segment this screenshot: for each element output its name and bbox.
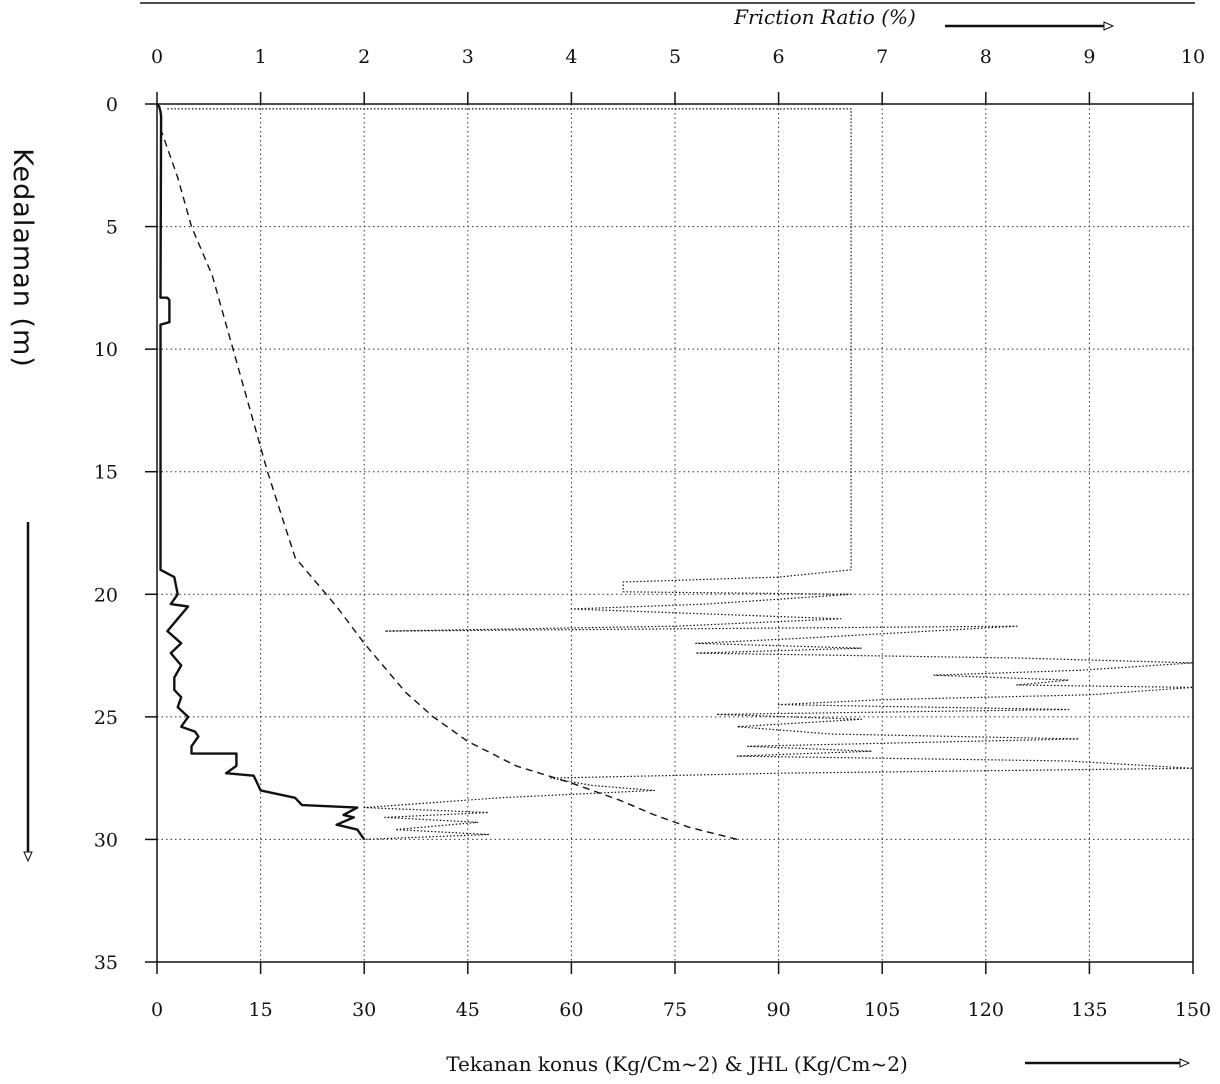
dotted-series-line [167, 108, 1194, 840]
depth-axis-ticks: 0 5 10 15 20 25 30 35 [94, 94, 157, 974]
depth-tick-label: 20 [94, 584, 118, 606]
top-tick-label: 0 [151, 46, 163, 68]
y-axis-title: Kedalaman (m) [7, 148, 38, 368]
series-group [156, 103, 1194, 841]
top-tick-label: 6 [773, 46, 785, 68]
depth-tick-label: 35 [94, 952, 118, 974]
depth-tick-label: 25 [94, 707, 118, 729]
bottom-tick-label: 15 [249, 999, 273, 1021]
bottom-tick-label: 120 [968, 999, 1004, 1021]
top-tick-label: 5 [669, 46, 681, 68]
solid-series-line [156, 103, 366, 841]
bottom-tick-label: 45 [456, 999, 480, 1021]
top-tick-label: 1 [255, 46, 267, 68]
bottom-tick-label: 105 [864, 999, 900, 1021]
bottom-axis-ticks: 0 15 30 45 60 75 90 105 120 135 150 [151, 962, 1211, 1021]
bottom-tick-label: 75 [663, 999, 687, 1021]
bottom-tick-label: 135 [1071, 999, 1107, 1021]
y-axis-arrow-head [23, 851, 33, 863]
dashed-series-line [159, 128, 738, 841]
bottom-axis-title: Tekanan konus (Kg/Cm~2) & JHL (Kg/Cm~2) [446, 1052, 908, 1076]
bottom-axis-arrow-head [1179, 1058, 1191, 1068]
plot-frame [156, 103, 1194, 963]
bottom-tick-label: 30 [352, 999, 376, 1021]
top-tick-label: 3 [462, 46, 474, 68]
top-axis-ticks: 0 1 2 3 4 5 6 7 8 9 10 [151, 46, 1205, 104]
depth-tick-label: 5 [106, 217, 118, 239]
top-axis-arrow-head [1103, 21, 1115, 31]
top-tick-label: 9 [1083, 46, 1095, 68]
top-tick-label: 2 [358, 46, 370, 68]
top-axis-title: Friction Ratio (%) [733, 5, 916, 29]
bottom-tick-label: 60 [559, 999, 583, 1021]
top-tick-label: 8 [980, 46, 992, 68]
grid [157, 104, 1193, 962]
depth-tick-label: 30 [94, 829, 118, 851]
bottom-tick-label: 90 [767, 999, 791, 1021]
depth-tick-label: 15 [94, 462, 118, 484]
top-tick-label: 7 [876, 46, 888, 68]
depth-tick-label: 0 [106, 94, 118, 116]
top-tick-label: 4 [565, 46, 577, 68]
depth-tick-label: 10 [94, 339, 118, 361]
top-tick-label: 10 [1181, 46, 1205, 68]
bottom-tick-label: 0 [151, 999, 163, 1021]
bottom-tick-label: 150 [1175, 999, 1211, 1021]
